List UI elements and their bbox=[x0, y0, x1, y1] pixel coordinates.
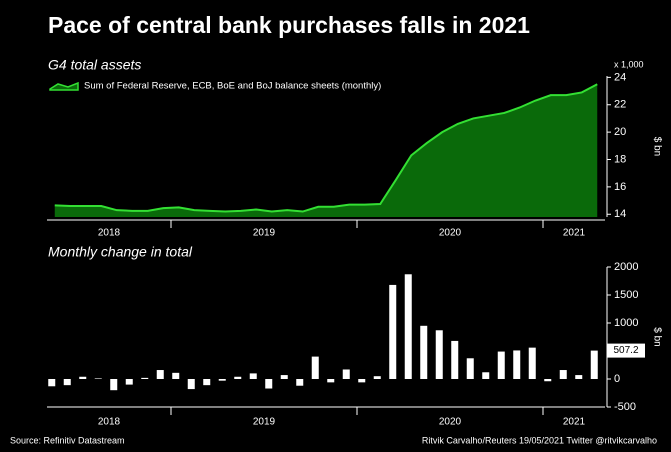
bar bbox=[327, 379, 335, 383]
line bbox=[54, 83, 598, 213]
x-tick-label: 2021 bbox=[563, 417, 586, 428]
bar bbox=[110, 379, 118, 391]
bar bbox=[172, 372, 180, 379]
x-tick-label: 2020 bbox=[439, 417, 462, 428]
bar bbox=[141, 377, 149, 379]
bar bbox=[296, 379, 304, 386]
bar bbox=[358, 379, 366, 383]
y-axis-label: $ bn bbox=[651, 137, 662, 156]
bar bbox=[48, 379, 56, 387]
bar bbox=[420, 325, 428, 379]
y-axis-label: $ bn bbox=[651, 327, 662, 346]
bar bbox=[513, 350, 521, 379]
bar bbox=[234, 376, 242, 379]
bar bbox=[156, 370, 164, 379]
bar bbox=[94, 378, 102, 379]
y-unit: x 1,000 bbox=[614, 59, 644, 69]
y-tick-label: 22 bbox=[614, 99, 626, 111]
x-tick-label: 2019 bbox=[253, 228, 276, 239]
y-tick-label: 16 bbox=[614, 181, 626, 193]
bar bbox=[187, 379, 195, 390]
bar bbox=[497, 351, 505, 379]
bar bbox=[342, 369, 350, 379]
credit: Ritvik Carvalho/Reuters 19/05/2021 Twitt… bbox=[422, 435, 657, 445]
subtitle: G4 total assets bbox=[48, 57, 141, 73]
bar bbox=[544, 379, 552, 382]
x-tick-label: 2019 bbox=[253, 417, 276, 428]
x-tick-label: 2018 bbox=[98, 228, 121, 239]
bar bbox=[435, 330, 443, 379]
y-tick-label: 18 bbox=[614, 153, 626, 165]
x-tick-label: 2021 bbox=[563, 228, 586, 239]
value-label: 507.2 bbox=[613, 345, 638, 356]
y-tick-label: -500 bbox=[614, 401, 636, 413]
bar bbox=[311, 356, 319, 379]
bar bbox=[466, 358, 474, 379]
area bbox=[54, 84, 598, 217]
y-tick-label: 20 bbox=[614, 126, 626, 138]
y-tick-label: 2000 bbox=[614, 261, 638, 273]
y-tick-label: 0 bbox=[614, 373, 620, 385]
bar bbox=[373, 376, 381, 379]
bar bbox=[559, 370, 567, 379]
legend-swatch bbox=[49, 81, 79, 91]
subtitle: Monthly change in total bbox=[48, 244, 193, 260]
bar bbox=[404, 274, 412, 379]
bar bbox=[125, 379, 133, 385]
bar bbox=[63, 379, 71, 386]
bar bbox=[265, 379, 273, 389]
source: Source: Refinitiv Datastream bbox=[10, 435, 125, 445]
bar bbox=[451, 340, 459, 379]
bar bbox=[389, 284, 397, 379]
bar bbox=[79, 376, 87, 379]
bar bbox=[203, 379, 211, 386]
y-tick-label: 1000 bbox=[614, 317, 638, 329]
bar bbox=[482, 372, 490, 379]
value-label-box bbox=[607, 343, 645, 358]
bar bbox=[590, 350, 598, 379]
bar bbox=[528, 347, 536, 379]
x-tick-label: 2020 bbox=[439, 228, 462, 239]
bar bbox=[249, 373, 257, 379]
legend-label: Sum of Federal Reserve, ECB, BoE and BoJ… bbox=[84, 81, 381, 92]
bar bbox=[575, 375, 583, 379]
y-tick-label: 1500 bbox=[614, 289, 638, 301]
bar bbox=[280, 375, 288, 379]
y-tick-label: 14 bbox=[614, 208, 626, 220]
chart-title: Pace of central bank purchases falls in … bbox=[48, 12, 530, 38]
bar bbox=[218, 379, 226, 381]
y-tick-label: 24 bbox=[614, 71, 626, 83]
x-tick-label: 2018 bbox=[98, 417, 121, 428]
